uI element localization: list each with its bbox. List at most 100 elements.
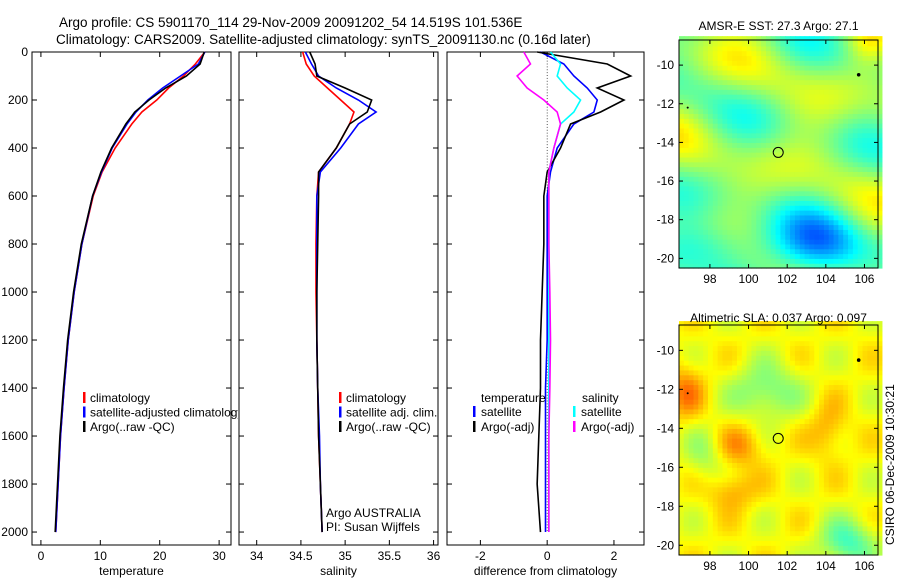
map-cell [698,457,704,464]
map-cell [862,190,868,197]
map-cell [804,452,811,459]
map-cell [688,486,695,493]
map-cell [799,156,806,163]
map-cell [732,210,738,216]
map-cell [698,123,704,129]
map-cell [741,45,748,52]
map-cell [736,374,743,381]
map-cell [712,79,719,86]
map-cell [703,55,709,61]
map-cell [727,486,733,493]
map-cell [765,84,772,90]
map-cell [785,496,791,502]
map-cell [872,60,878,66]
map-cell [877,360,883,366]
map-cell [814,55,820,61]
map-cell [848,467,854,473]
map-cell [872,65,878,71]
map-cell [756,89,762,95]
map-cell [736,403,743,410]
map-cell [809,516,815,522]
map-cell [736,452,743,459]
map-cell [780,496,786,502]
map-cell [857,113,864,119]
map-cell [688,50,695,57]
map-cell [775,350,782,356]
map-cell [688,248,695,255]
map-cell [809,113,815,119]
map-cell [804,501,811,507]
map-cell [819,413,825,420]
map-cell [703,481,709,488]
map-cell [722,152,728,158]
map-cell [833,472,839,478]
map-cell [790,520,796,527]
map-cell [857,132,864,139]
map-cell [819,74,825,81]
annotation-text: PI: Susan Wijffels [326,520,420,534]
map-cell [722,350,728,356]
map-cell [867,438,873,444]
map-cell [693,229,699,235]
map-cell [679,195,685,201]
map-cell [848,185,854,192]
map-cell [688,433,695,439]
map-cell [857,176,864,182]
map-cell [741,190,748,197]
map-cell [843,418,849,425]
map-cell [809,229,815,235]
map-cell [857,36,864,42]
map-cell [732,132,738,139]
map-cell [732,103,738,110]
map-cell [707,516,714,522]
map-cell [727,496,733,502]
map-cell [722,224,728,230]
map-cell [732,147,738,153]
map-cell [693,520,699,527]
map-cell [790,89,796,95]
map-cell [693,185,699,192]
map-cell [823,263,830,269]
map-cell [857,379,864,386]
map-cell [877,433,883,439]
map-cell [867,530,873,537]
map-cell [741,195,748,201]
map-cell [804,219,811,226]
map-cell [761,340,767,347]
map-cell [833,442,839,449]
map-cell [679,166,685,172]
map-cell [741,239,748,245]
map-cell [804,486,811,493]
map-cell [814,364,820,371]
map-cell [843,350,849,356]
map-cell [746,45,753,52]
map-cell [838,413,844,420]
map-cell [857,205,864,211]
map-cell [838,69,844,76]
map-cell [809,234,815,240]
map-cell [722,389,728,395]
map-cell [872,369,878,376]
map-cell [857,335,864,342]
map-cell [794,540,801,546]
map-cell [843,65,849,71]
map-cell [698,74,704,81]
map-cell [732,452,738,459]
map-cell [712,433,719,439]
map-cell [741,525,748,532]
map-cell [833,428,839,434]
map-cell [833,325,839,332]
map-cell [833,413,839,420]
map-cell [823,219,830,226]
map-cell [877,224,883,230]
map-cell [823,452,830,459]
map-cell [761,142,767,148]
map-cell [838,369,844,376]
map-cell [703,452,709,459]
map-cell [843,486,849,493]
map-cell [799,40,806,47]
map-cell [717,84,724,90]
map-cell [809,219,815,226]
map-cell [867,481,873,488]
map-cell [804,45,811,52]
